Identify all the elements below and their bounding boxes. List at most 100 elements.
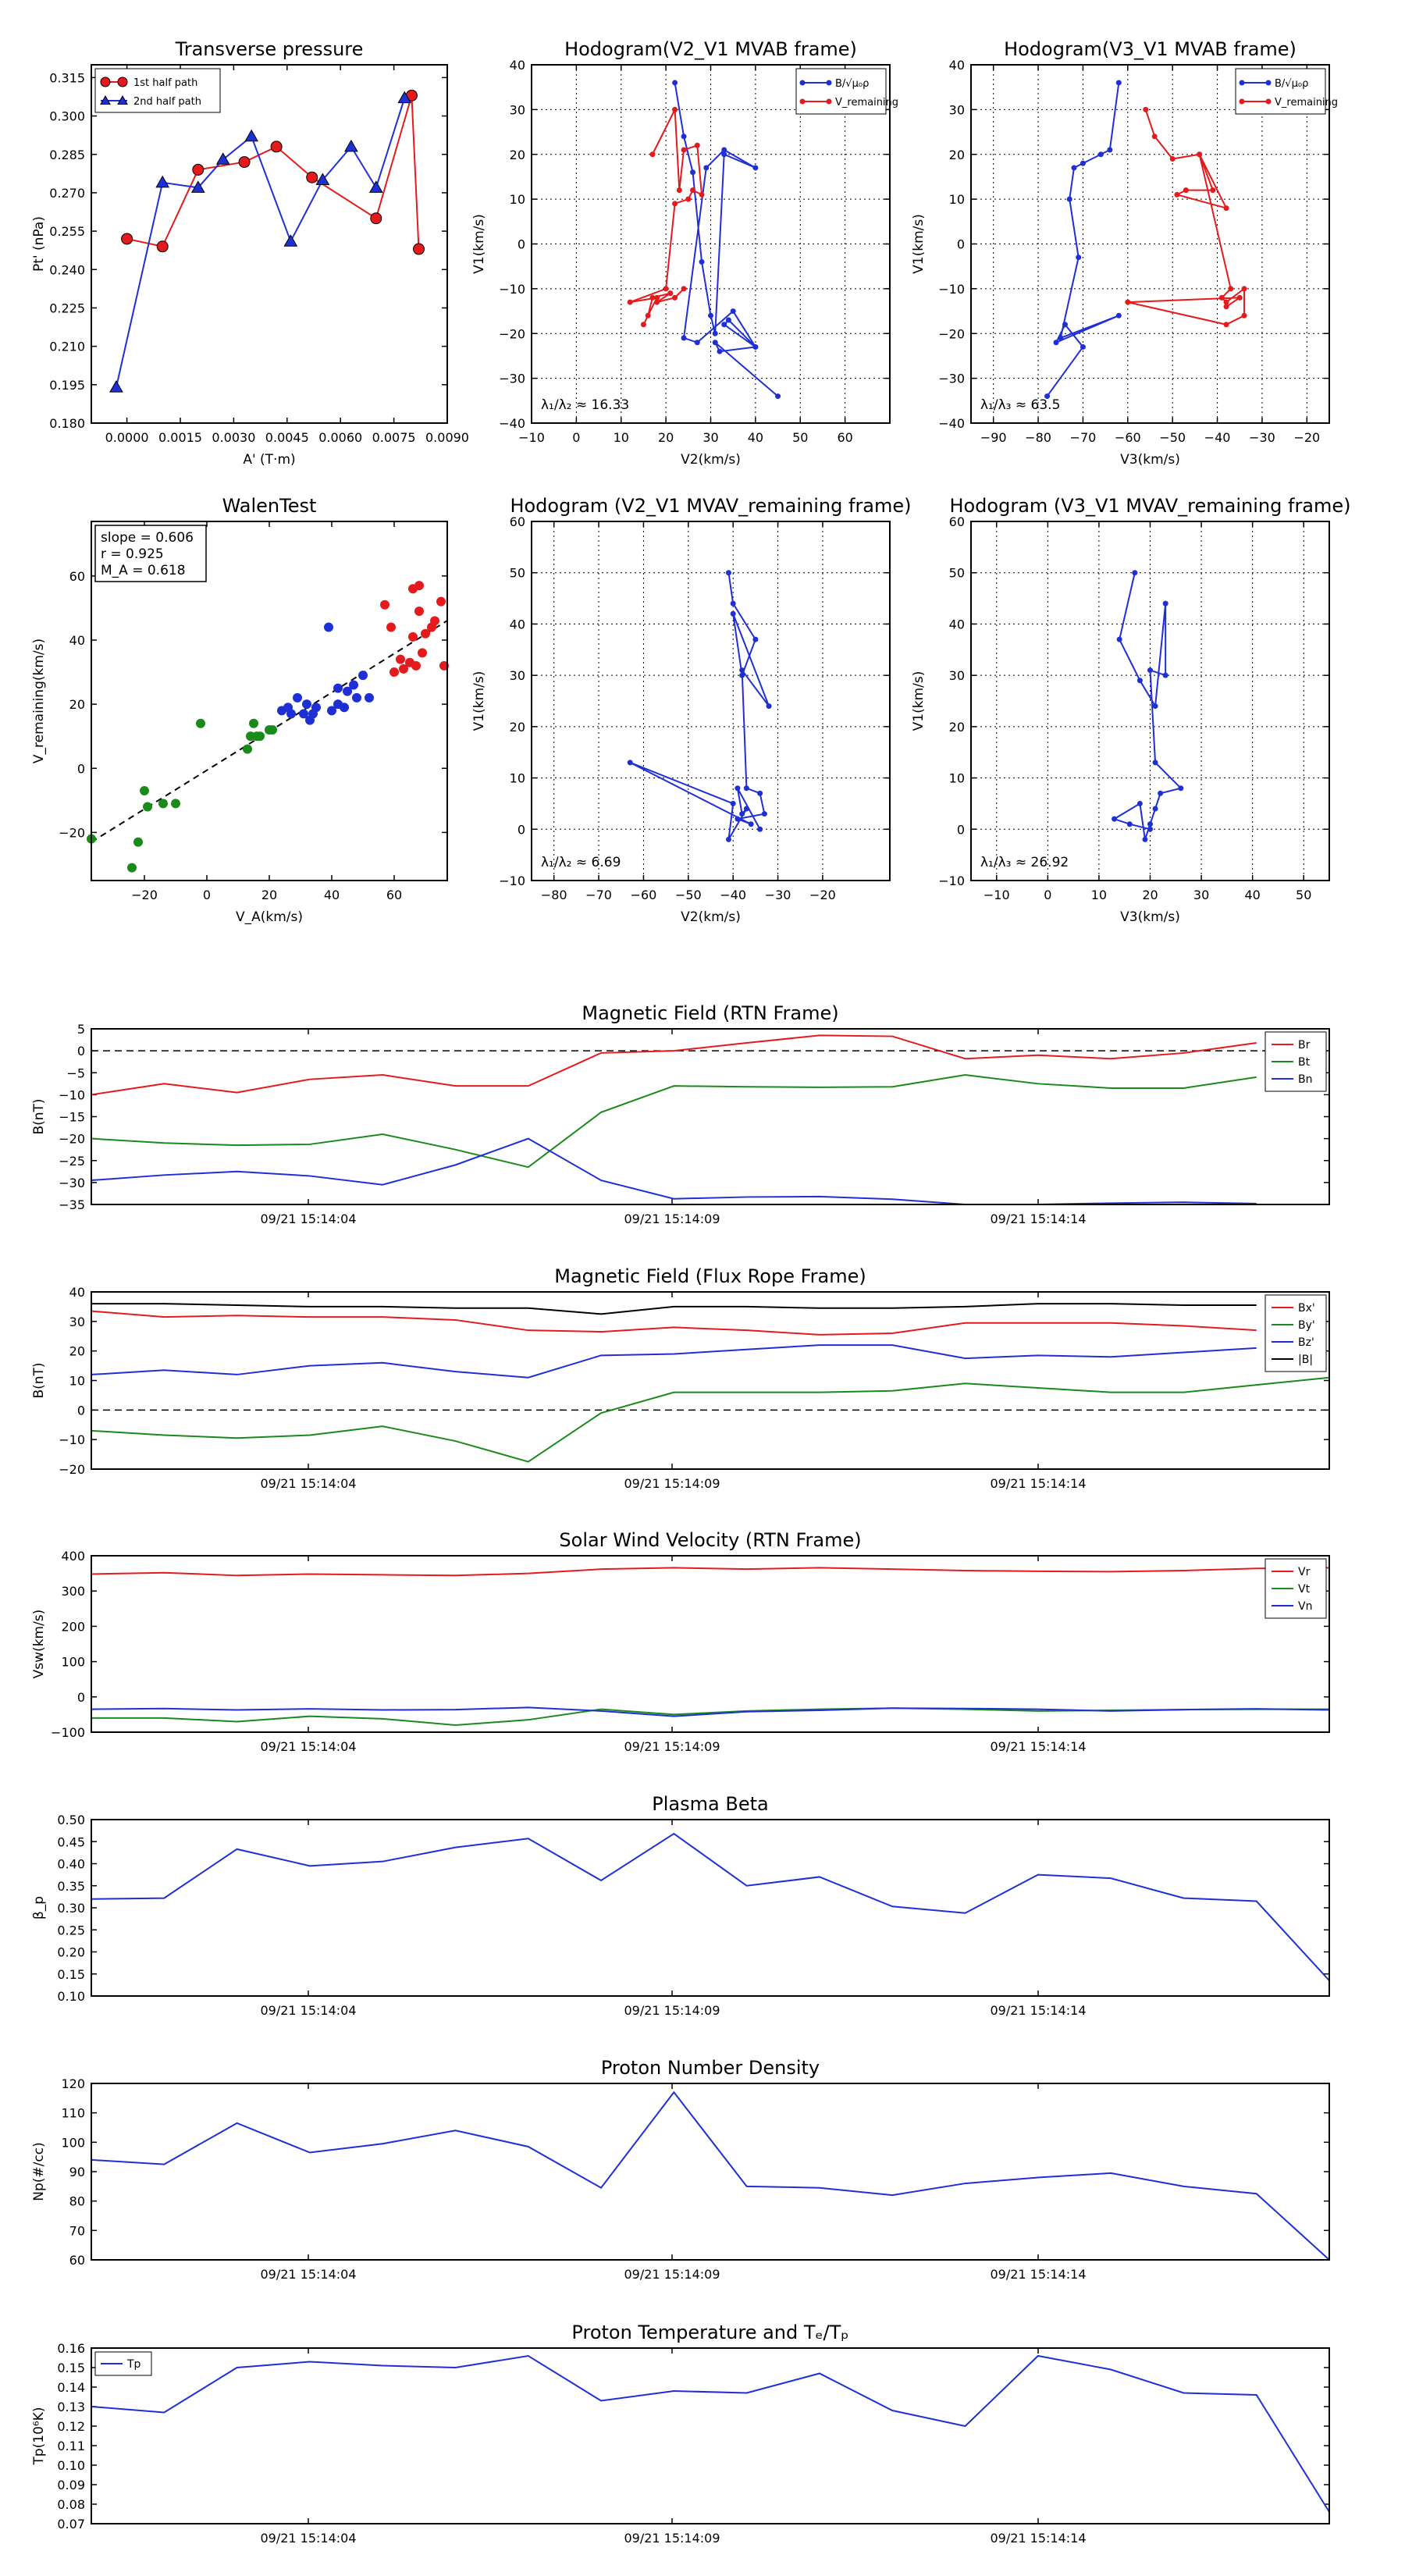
y-tick-label: 0 xyxy=(518,237,525,252)
legend-label: Tp xyxy=(126,2358,141,2371)
y-axis-label: B(nT) xyxy=(31,1098,47,1134)
legend-box xyxy=(1264,1294,1327,1372)
x-tick-label: 0.0000 xyxy=(105,430,149,445)
data-point xyxy=(672,294,678,301)
plot-frame xyxy=(91,1028,1330,1205)
x-tick-label: 0 xyxy=(1044,888,1051,902)
y-axis-label: β_p xyxy=(31,1896,47,1920)
x-tick-label: −90 xyxy=(980,430,1007,445)
legend-label: By' xyxy=(1298,1319,1315,1332)
data-point xyxy=(739,811,745,817)
data-point xyxy=(1125,299,1131,305)
series-line-0 xyxy=(126,95,420,250)
data-point xyxy=(721,322,727,328)
data-point xyxy=(694,142,700,148)
y-tick-label: 30 xyxy=(69,1315,85,1329)
data-point xyxy=(739,672,745,678)
data-point xyxy=(1218,294,1225,301)
series-line-0 xyxy=(1112,572,1183,840)
data-point xyxy=(1147,821,1153,827)
chart-title: Magnetic Field (Flux Rope Frame) xyxy=(554,1265,866,1287)
data-point xyxy=(243,744,252,754)
chart-title: Transverse pressure xyxy=(175,38,364,60)
data-point xyxy=(414,607,424,616)
x-tick-label: −30 xyxy=(1249,430,1275,445)
data-point xyxy=(283,234,298,247)
legend-label: 2nd half path xyxy=(133,96,201,108)
chart-title: Hodogram (V2_V1 MVAV_remaining frame) xyxy=(510,495,911,517)
chart-title: Hodogram(V2_V1 MVAB frame) xyxy=(564,38,857,60)
y-tick-label: −20 xyxy=(59,1132,85,1147)
data-point xyxy=(676,187,682,194)
y-tick-label: 0.10 xyxy=(57,2458,85,2473)
y-tick-label: 0.10 xyxy=(57,1989,85,2004)
x-tick-label: −10 xyxy=(518,430,545,445)
data-point xyxy=(333,683,343,693)
data-point xyxy=(389,667,399,678)
data-point xyxy=(1112,816,1118,822)
data-point xyxy=(436,596,446,607)
legend-box xyxy=(795,68,887,115)
time-tick-label: 09/21 15:14:04 xyxy=(260,1476,356,1491)
y-axis-label: Tp(10⁶K) xyxy=(31,2407,47,2465)
data-point xyxy=(721,151,727,158)
y-tick-label: 0.270 xyxy=(49,186,85,201)
y-tick-label: 100 xyxy=(61,2135,85,2150)
y-tick-label: 0.13 xyxy=(57,2400,85,2414)
y-tick-label: −20 xyxy=(59,1462,85,1477)
y-tick-label: 10 xyxy=(69,1374,85,1389)
ts4-chart: 0.10 0.15 0.20 0.25 0.30 0.35 0.40 0.45 0.50 09/2… xyxy=(31,1793,1330,2018)
series-line-1 xyxy=(1127,109,1245,326)
y-tick-label: 30 xyxy=(510,668,525,683)
y-axis-label: B(nT) xyxy=(31,1362,47,1398)
time-tick-label: 09/21 15:14:04 xyxy=(260,1212,356,1226)
chart-title: Plasma Beta xyxy=(652,1793,768,1815)
data-point xyxy=(109,380,123,393)
x-tick-label: 40 xyxy=(748,430,763,445)
ratio-annotation: λ₁/λ₂ ≈ 6.69 xyxy=(541,855,621,870)
y-tick-label: 10 xyxy=(510,771,525,786)
legend-label: Vt xyxy=(1298,1583,1311,1596)
chart-title: Hodogram (V3_V1 MVAV_remaining frame) xyxy=(949,495,1350,517)
data-point xyxy=(748,821,754,827)
y-tick-label: 0.210 xyxy=(49,340,85,354)
x-tick-label: 0 xyxy=(203,888,211,902)
data-point xyxy=(1076,254,1082,261)
data-point xyxy=(690,169,696,176)
x-tick-label: 0.0060 xyxy=(318,430,362,445)
data-point xyxy=(155,175,170,188)
data-point xyxy=(699,258,705,265)
chart-title: Magnetic Field (RTN Frame) xyxy=(582,1002,838,1024)
data-point xyxy=(654,294,660,301)
data-point xyxy=(703,165,710,171)
x-axis-label: V2(km/s) xyxy=(681,909,741,925)
y-tick-label: 60 xyxy=(949,514,965,529)
y-tick-label: −35 xyxy=(59,1197,85,1212)
series-line-1 xyxy=(629,106,703,326)
y-tick-label: 50 xyxy=(949,566,965,581)
series-line-|B| xyxy=(91,1303,1257,1315)
x-tick-label: −40 xyxy=(1204,430,1231,445)
h4-chart: −10 0 10 20 30 40 50 60 −10 0 10 20 30 40 50 Hodogram (… xyxy=(911,495,1351,925)
stats-line: r = 0.925 xyxy=(101,546,164,562)
x-tick-label: 10 xyxy=(614,430,629,445)
plot-frame xyxy=(970,64,1330,424)
x-tick-label: 0 xyxy=(572,430,580,445)
x-tick-label: 20 xyxy=(658,430,674,445)
data-point xyxy=(1142,836,1148,842)
data-point xyxy=(1239,80,1245,86)
time-tick-label: 09/21 15:14:14 xyxy=(990,1212,1086,1226)
legend-label: Bx' xyxy=(1298,1302,1315,1315)
x-tick-label: −80 xyxy=(1025,430,1051,445)
data-point xyxy=(1152,806,1158,812)
y-tick-label: −100 xyxy=(51,1725,85,1740)
data-point xyxy=(826,80,832,86)
series-line-Br xyxy=(91,1034,1257,1096)
plot-frame xyxy=(531,521,891,881)
data-point xyxy=(315,173,330,186)
data-point xyxy=(730,800,736,806)
x-tick-label: 10 xyxy=(1091,888,1107,902)
y-tick-label: −20 xyxy=(938,326,965,341)
y-axis-label: V1(km/s) xyxy=(471,214,487,274)
